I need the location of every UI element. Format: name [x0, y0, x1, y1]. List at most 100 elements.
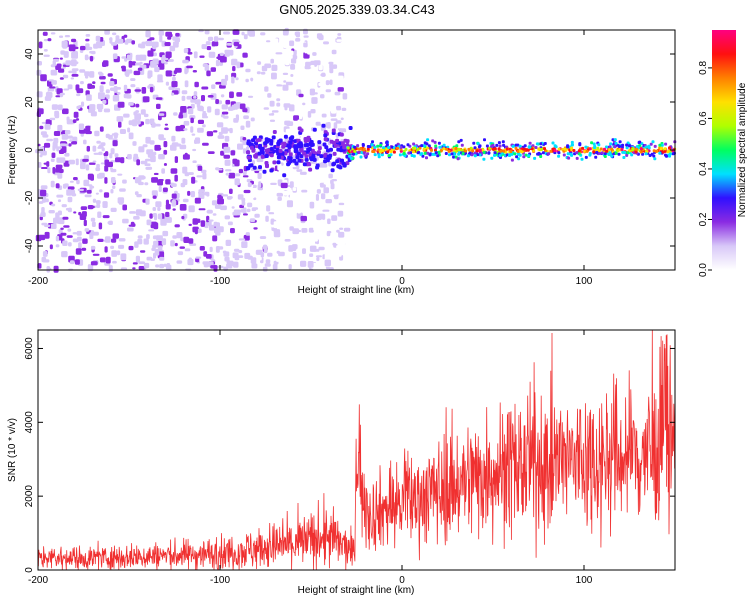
- spectrogram-cell: [285, 170, 291, 174]
- spectrogram-cell: [307, 111, 312, 118]
- spectrogram-cell: [123, 93, 129, 99]
- spectrogram-cell: [118, 238, 126, 242]
- spectrogram-cell: [273, 221, 280, 229]
- spectrogram-cell: [45, 119, 52, 126]
- spectrogram-cell: [96, 163, 100, 168]
- spectrogram-cell: [103, 239, 109, 242]
- spectrogram-cell: [154, 123, 161, 127]
- spectrogram-cell: [202, 172, 207, 180]
- spectrogram-cell: [124, 69, 130, 76]
- spectrogram-cell: [343, 138, 348, 143]
- spectrogram-cell: [265, 234, 271, 237]
- spectrogram-cell: [66, 189, 72, 196]
- spectrogram-cell: [85, 72, 89, 79]
- spectrogram-cell: [225, 99, 231, 105]
- spectrogram-cell: [182, 154, 190, 160]
- spectrogram-cell: [306, 147, 311, 152]
- spectrogram-cell: [272, 130, 277, 134]
- spectrogram-cell: [334, 46, 340, 50]
- spectrogram-cell: [112, 140, 118, 147]
- spectrogram-cell: [464, 149, 468, 153]
- spectrogram-cell: [177, 251, 184, 256]
- spectrogram-cell: [118, 201, 124, 205]
- spectrogram-cell: [257, 40, 262, 44]
- spectrogram-cell: [198, 189, 205, 193]
- spectrogram-cell: [85, 43, 90, 51]
- spectrogram-cell: [99, 126, 104, 132]
- spectrogram-cell: [310, 142, 315, 147]
- spectrogram-cell: [109, 167, 113, 171]
- spectrogram-cell: [626, 151, 630, 155]
- spectrogram-cell: [179, 144, 187, 150]
- spectrogram-cell: [310, 113, 315, 117]
- spectrogram-cell: [242, 207, 247, 214]
- spectrogram-cell: [562, 153, 566, 157]
- spectrogram-cell: [289, 104, 295, 112]
- spectrogram-cell: [291, 58, 297, 64]
- spectrogram-cell: [172, 41, 179, 48]
- spectrogram-cell: [225, 169, 232, 172]
- spectrogram-cell: [318, 246, 325, 251]
- spectrogram-cell: [288, 50, 294, 56]
- spectrogram-cell: [323, 137, 328, 142]
- spectrogram-cell: [123, 113, 130, 118]
- colorbar: 0.0 0.2 0.4 0.6 0.8 Normalized spectral ampl…: [698, 30, 748, 277]
- spectrogram-cell: [85, 130, 92, 135]
- spectrogram-cell: [269, 49, 274, 54]
- spectrogram-cell: [242, 175, 249, 178]
- spectrogram-cell: [290, 64, 296, 70]
- spectrogram-cell: [431, 139, 435, 143]
- spectrogram-cell: [422, 144, 426, 148]
- spectrogram-cell: [76, 179, 80, 185]
- spectrogram-cell: [263, 244, 268, 250]
- spectrogram-cell: [83, 139, 87, 145]
- spectrogram-cell: [146, 256, 153, 261]
- spectrogram-cell: [233, 41, 240, 47]
- snr-ytick-label: 2000: [24, 485, 35, 508]
- spectrogram-cell: [143, 262, 150, 269]
- spectrogram-cell: [138, 266, 145, 270]
- spectrogram-cell: [165, 217, 172, 223]
- spectrogram-cell: [140, 109, 146, 115]
- spectrogram-cell: [603, 152, 607, 156]
- spectrogram-cell: [269, 153, 274, 158]
- spectrogram-cell: [634, 147, 638, 151]
- spectrogram-cell: [291, 246, 297, 251]
- spectrogram-cell: [253, 227, 258, 230]
- spectrogram-cell: [50, 223, 57, 229]
- spectrogram-cell: [442, 147, 446, 151]
- spectrogram-cell: [412, 150, 415, 154]
- spectrogram-cell: [267, 93, 272, 98]
- spectrogram-cell: [434, 144, 438, 148]
- spectrogram-cell: [631, 147, 635, 151]
- spectrogram-cell: [47, 38, 52, 42]
- spectrogram-cell: [68, 70, 73, 74]
- spectrogram-cell: [43, 54, 50, 57]
- spectrogram-cell: [445, 147, 448, 151]
- spectrogram-cell: [329, 30, 337, 36]
- spectrogram-cell: [470, 153, 474, 157]
- spectrogram-cell: [39, 216, 43, 221]
- spectrogram-cell: [594, 155, 598, 159]
- spectrogram-cell: [289, 181, 294, 189]
- spectrogram-cell: [134, 89, 142, 92]
- spectrogram-marks: [35, 27, 677, 273]
- spectrogram-cell: [174, 224, 180, 228]
- spectrogram-cell: [75, 158, 79, 166]
- spectrogram-cell: [103, 108, 111, 113]
- spectrogram-cell: [210, 67, 216, 72]
- spectrogram-cell: [475, 149, 479, 153]
- spectrogram-cell: [171, 200, 177, 207]
- spectrogram-cell: [84, 54, 89, 61]
- spectrogram-cell: [336, 147, 341, 152]
- spectrogram-cell: [121, 65, 126, 72]
- spectrogram-cell: [59, 92, 63, 98]
- spectrogram-cell: [618, 145, 621, 148]
- spectrogram-cell: [112, 32, 117, 36]
- spectrogram-cell: [309, 245, 317, 252]
- spectrogram-cell: [363, 154, 367, 158]
- spectrogram-cell: [135, 54, 143, 61]
- spectrogram-cell: [195, 256, 202, 259]
- spectrogram-cell: [198, 192, 205, 199]
